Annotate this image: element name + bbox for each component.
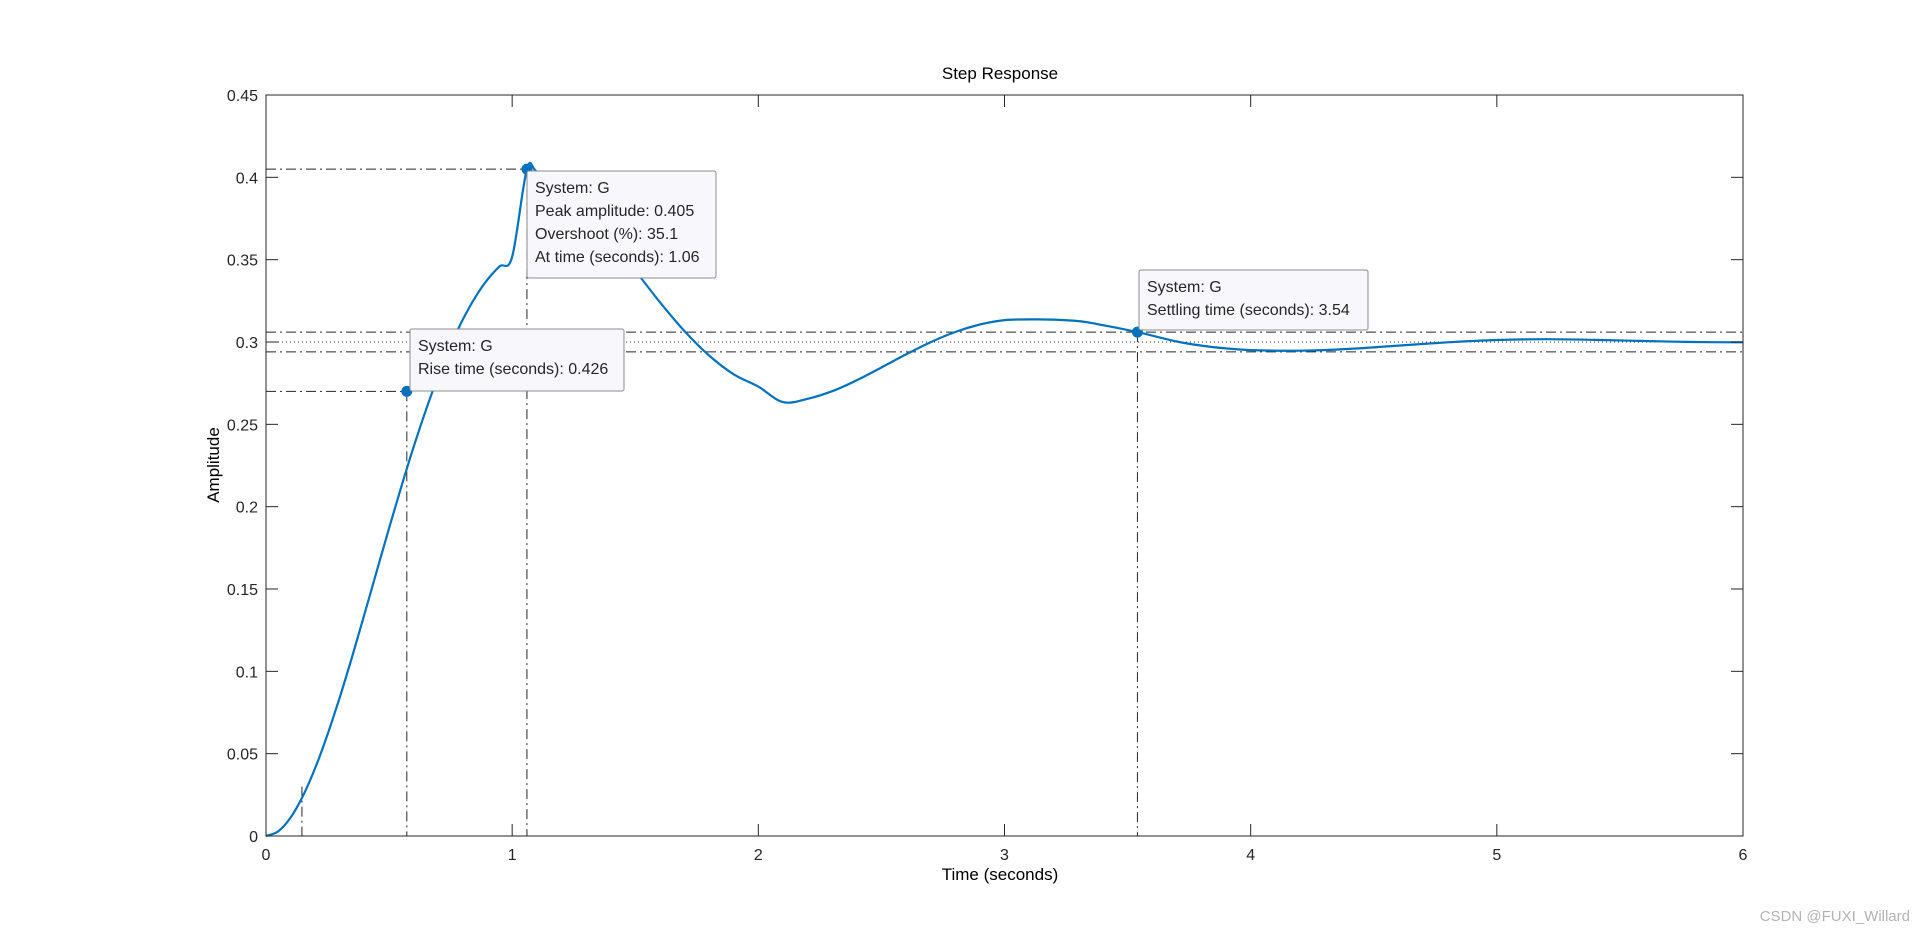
y-tick-label: 0.35 (227, 253, 258, 270)
datatip-box (1138, 269, 1369, 331)
y-tick-label: 0.3 (236, 335, 258, 352)
datatip-box (409, 328, 625, 392)
x-tick-label: 0 (262, 847, 271, 864)
y-tick-label: 0.1 (236, 664, 258, 681)
y-tick-label: 0.4 (236, 170, 258, 187)
datatip-line: Settling time (seconds): 3.54 (1147, 302, 1350, 319)
response-line (265, 161, 1744, 838)
x-tick-label: 2 (754, 847, 763, 864)
y-tick-label: 0.05 (227, 747, 258, 764)
x-tick-label: 5 (1492, 847, 1501, 864)
datatip-line: Rise time (seconds): 0.426 (418, 361, 608, 378)
series-layer (265, 161, 1744, 838)
reference-lines (266, 168, 1743, 836)
x-tick-label: 1 (508, 847, 517, 864)
x-tick-label: 4 (1246, 847, 1255, 864)
rise-datatip: System: G Rise time (seconds): 0.426 (409, 328, 625, 392)
peak-datatip: System: G Peak amplitude: 0.405 Overshoot … (526, 170, 717, 279)
plot-box (265, 94, 1744, 837)
x-axis-title: Time (seconds) (942, 865, 1059, 884)
y-tick-label: 0.2 (236, 500, 258, 517)
datatip-box (526, 170, 717, 279)
y-tick-label: 0.25 (227, 417, 258, 434)
datatip-line: System: G (535, 180, 610, 197)
watermark: CSDN @FUXI_Willard (1759, 908, 1910, 925)
y-tick-label: 0 (249, 829, 258, 846)
x-tick-label: 6 (1739, 847, 1748, 864)
y-tick-label: 0.45 (227, 88, 258, 105)
chart-title: Step Response (942, 64, 1058, 83)
x-tick-label: 3 (1000, 847, 1009, 864)
datatip-line: System: G (418, 338, 493, 355)
axes: 0 1 2 3 4 5 6 0 0.05 0.1 0.15 0.2 0.25 0.3 0.35 0.4 0.45 (227, 88, 1748, 864)
datatip-line: System: G (1147, 279, 1222, 296)
datatip-line: Peak amplitude: 0.405 (535, 203, 694, 220)
settling-datatip: System: G Settling time (seconds): 3.54 (1138, 269, 1369, 331)
datatip-line: At time (seconds): 1.06 (535, 249, 700, 266)
y-tick-label: 0.15 (227, 582, 258, 599)
y-axis-title: Amplitude (204, 427, 223, 503)
datatip-line: Overshoot (%): 35.1 (535, 226, 678, 243)
